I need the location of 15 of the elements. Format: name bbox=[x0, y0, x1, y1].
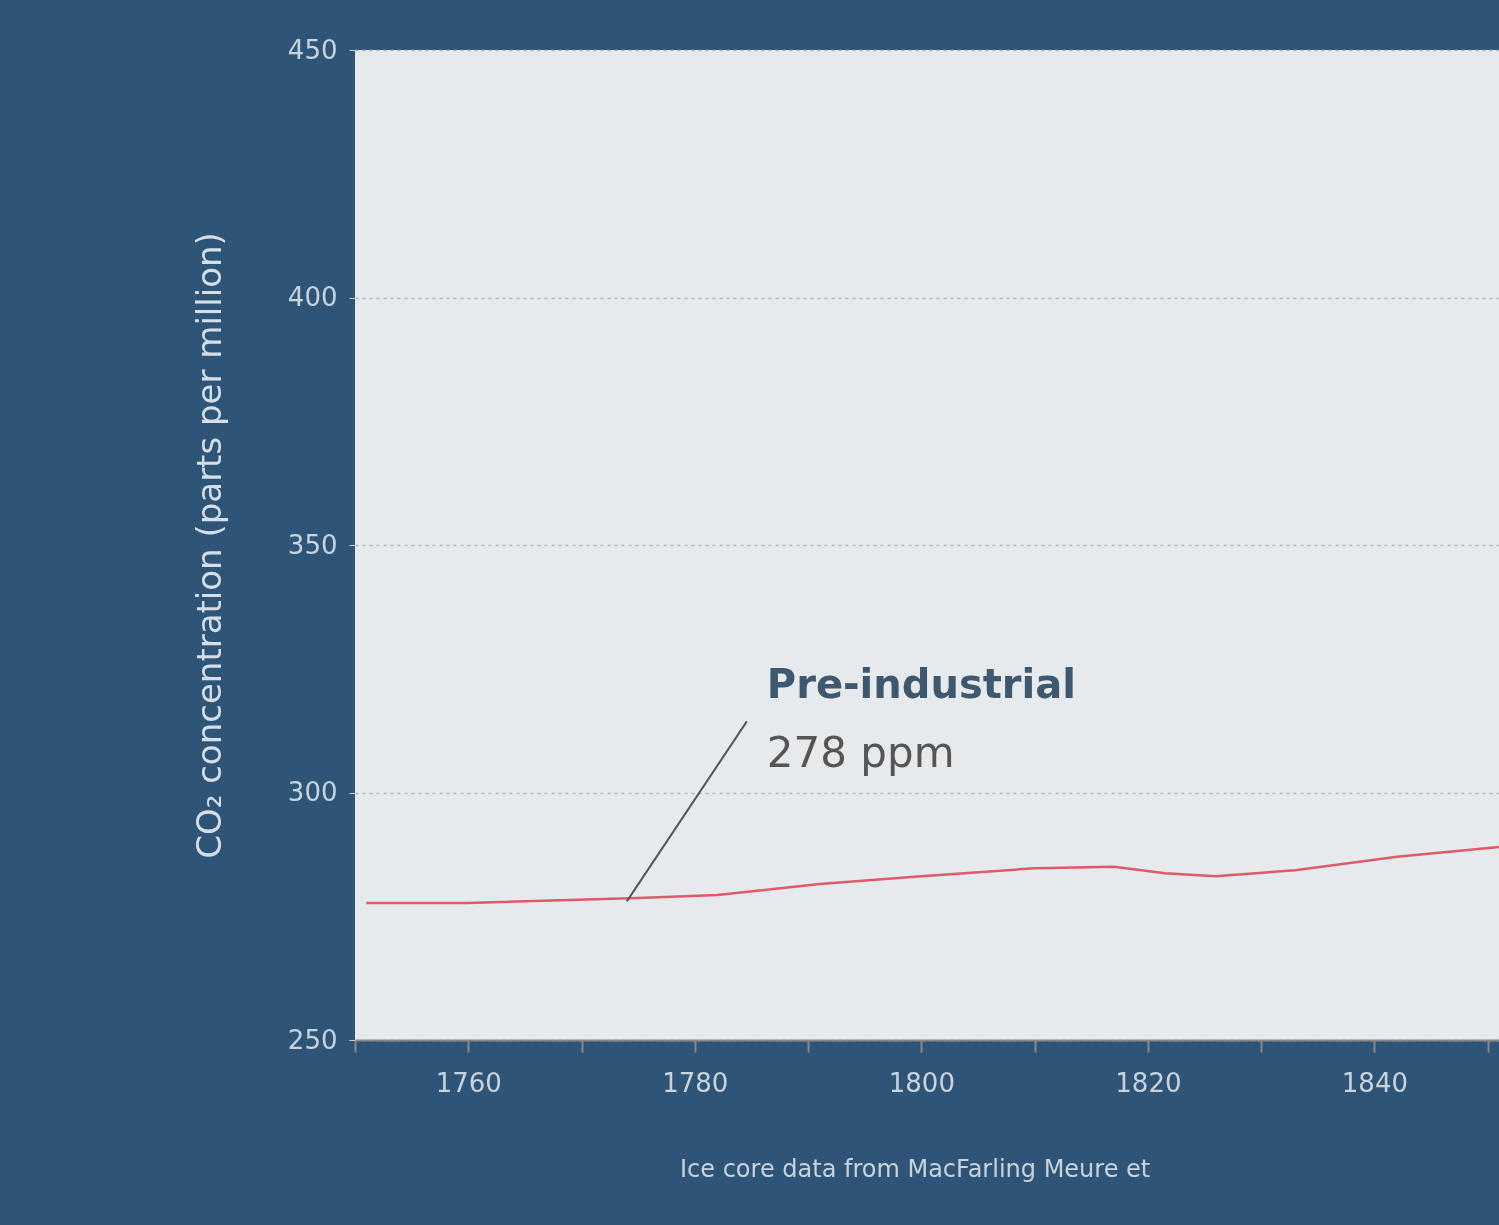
x-tick-label: 1760 bbox=[435, 1067, 502, 1098]
line-series bbox=[365, 845, 1499, 905]
y-tick-label: 250 bbox=[287, 1024, 338, 1055]
y-tick-label: 400 bbox=[287, 282, 338, 312]
text: Ice core data from MacFarling Meure et bbox=[680, 1155, 1151, 1183]
y-tick-label: 300 bbox=[287, 777, 338, 807]
annotation: Pre-industrial bbox=[766, 661, 1076, 708]
y-tick-label: 350 bbox=[287, 529, 338, 560]
y-tick-label: 450 bbox=[287, 34, 338, 65]
x-tick-label: 1780 bbox=[662, 1067, 729, 1098]
y-axis-title: CO₂ concentration (parts per million) bbox=[188, 232, 229, 859]
x-tick-label: 1820 bbox=[1115, 1067, 1182, 1098]
x-tick-label: 1840 bbox=[1341, 1067, 1408, 1098]
x-tick-label: 1800 bbox=[888, 1067, 955, 1098]
annotation: 278 ppm bbox=[766, 728, 955, 778]
